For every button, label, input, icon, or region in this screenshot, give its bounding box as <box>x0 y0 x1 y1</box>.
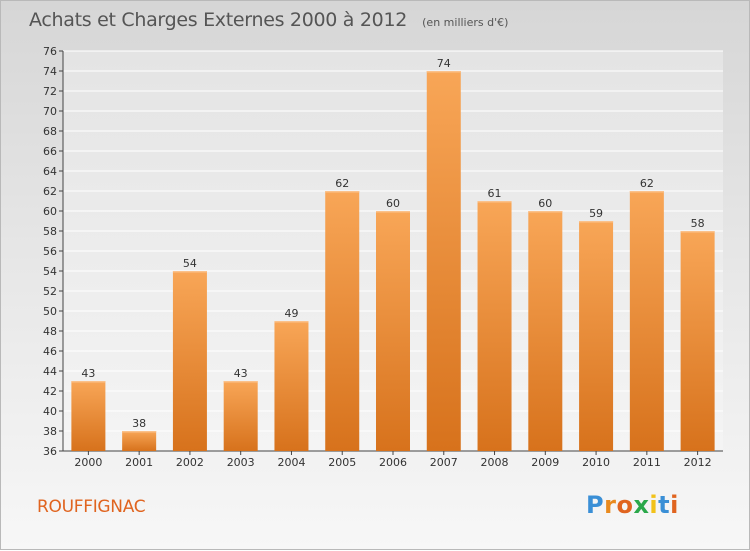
y-tick-label: 52 <box>43 285 57 298</box>
x-tick-label: 2006 <box>379 456 407 469</box>
y-tick-label: 40 <box>43 405 57 418</box>
bar-value-label: 58 <box>691 217 705 230</box>
y-tick-label: 38 <box>43 425 57 438</box>
y-tick-label: 42 <box>43 385 57 398</box>
bar <box>223 381 258 451</box>
y-tick-label: 68 <box>43 125 57 138</box>
bar-highlight <box>629 191 664 193</box>
y-tick-label: 62 <box>43 185 57 198</box>
bar <box>122 431 157 451</box>
y-tick-label: 56 <box>43 245 57 258</box>
logo-letter: i <box>649 491 659 519</box>
bar <box>426 71 461 451</box>
x-tick-label: 2002 <box>176 456 204 469</box>
y-tick-label: 66 <box>43 145 57 158</box>
y-tick-label: 58 <box>43 225 57 238</box>
bar-highlight <box>71 381 106 383</box>
bar-highlight <box>680 231 715 233</box>
bar-highlight <box>579 221 614 223</box>
bar <box>579 221 614 451</box>
x-tick-label: 2010 <box>582 456 610 469</box>
bar-highlight <box>426 71 461 73</box>
proxiti-logo: Proxiti <box>586 491 679 519</box>
logo-letter: o <box>616 491 634 519</box>
y-tick-label: 54 <box>43 265 57 278</box>
bar-highlight <box>528 211 563 213</box>
logo-letter: x <box>633 491 650 519</box>
y-tick-label: 74 <box>43 65 57 78</box>
bar-highlight <box>376 211 410 213</box>
bar-value-label: 38 <box>132 417 146 430</box>
bar-highlight <box>325 191 360 193</box>
y-tick-label: 36 <box>43 445 57 458</box>
x-tick-label: 2001 <box>125 456 153 469</box>
bar <box>680 231 715 451</box>
bar <box>274 321 309 451</box>
y-tick-label: 50 <box>43 305 57 318</box>
logo-letter: P <box>586 491 605 519</box>
bar <box>376 211 410 451</box>
bar-value-label: 60 <box>538 197 552 210</box>
y-tick-label: 76 <box>43 45 57 58</box>
logo-letter: r <box>604 491 617 519</box>
x-tick-label: 2007 <box>430 456 458 469</box>
chart-subtitle: (en milliers d'€) <box>422 16 509 29</box>
bar <box>477 201 512 451</box>
bar-highlight <box>274 321 309 323</box>
x-tick-label: 2008 <box>481 456 509 469</box>
x-tick-label: 2005 <box>328 456 356 469</box>
x-tick-label: 2004 <box>277 456 305 469</box>
y-tick-label: 48 <box>43 325 57 338</box>
y-tick-label: 64 <box>43 165 57 178</box>
bar <box>629 191 664 451</box>
bar-value-label: 43 <box>81 367 95 380</box>
x-tick-label: 2003 <box>227 456 255 469</box>
bar <box>528 211 563 451</box>
x-tick-label: 2011 <box>633 456 661 469</box>
chart-title: Achats et Charges Externes 2000 à 2012 <box>29 9 408 31</box>
bar-value-label: 59 <box>589 207 603 220</box>
x-tick-label: 2000 <box>74 456 102 469</box>
x-tick-label: 2009 <box>531 456 559 469</box>
x-tick-label: 2012 <box>684 456 712 469</box>
bar <box>325 191 360 451</box>
bar-highlight <box>172 271 207 273</box>
bar-value-label: 74 <box>437 57 451 70</box>
bar-highlight <box>122 431 157 433</box>
bar-value-label: 49 <box>284 307 298 320</box>
y-tick-label: 46 <box>43 345 57 358</box>
bar-highlight <box>477 201 512 203</box>
bar-value-label: 43 <box>234 367 248 380</box>
bar-value-label: 60 <box>386 197 400 210</box>
bar-value-label: 54 <box>183 257 197 270</box>
y-tick-label: 72 <box>43 85 57 98</box>
bar <box>172 271 207 451</box>
bar-value-label: 62 <box>640 177 654 190</box>
bar-value-label: 62 <box>335 177 349 190</box>
y-tick-label: 44 <box>43 365 57 378</box>
bar <box>71 381 106 451</box>
commune-name: ROUFFIGNAC <box>37 497 146 517</box>
bar-value-label: 61 <box>488 187 502 200</box>
logo-letter: i <box>670 491 679 519</box>
y-tick-label: 60 <box>43 205 57 218</box>
chart-title-block: Achats et Charges Externes 2000 à 2012 (… <box>29 9 508 31</box>
y-tick-label: 70 <box>43 105 57 118</box>
bar-highlight <box>223 381 258 383</box>
logo-letter: t <box>658 491 671 519</box>
